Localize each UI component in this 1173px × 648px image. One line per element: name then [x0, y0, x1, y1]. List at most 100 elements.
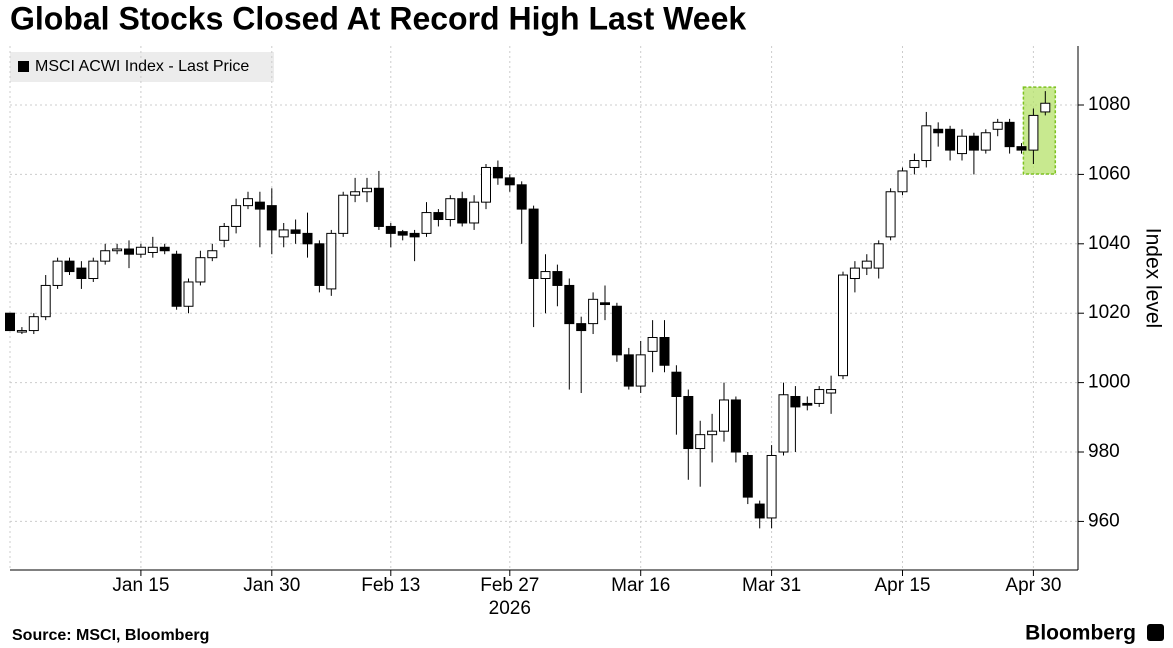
candle-body — [861, 260, 872, 269]
candle-body — [40, 284, 51, 318]
x-tick-label: Jan 30 — [243, 575, 300, 596]
candle-body — [124, 248, 134, 255]
candle-body — [790, 395, 801, 408]
candle-body — [254, 201, 265, 210]
highlight-box — [1022, 86, 1057, 175]
candle-body — [528, 208, 539, 280]
candle-body — [600, 302, 610, 306]
candle-body — [838, 274, 848, 377]
candle-body — [552, 271, 563, 286]
candle-body — [1028, 114, 1039, 151]
x-tick-label: Feb 13 — [361, 575, 420, 596]
candle-body — [504, 177, 515, 186]
source-note: Source: MSCI, Bloomberg — [12, 627, 209, 644]
candle-body — [826, 389, 837, 394]
candle-body — [849, 267, 860, 280]
candle-body — [100, 250, 111, 262]
candle-body — [909, 160, 920, 168]
candle-body — [611, 305, 622, 356]
candle-body — [921, 125, 932, 162]
y-tick-label: 960 — [1088, 510, 1120, 531]
candle-body — [243, 198, 253, 207]
candle-body — [76, 267, 87, 280]
candle-body — [695, 434, 706, 450]
candle-body — [564, 284, 575, 325]
candle-body — [195, 257, 206, 283]
candle-body — [16, 330, 27, 333]
candle-body — [147, 246, 158, 253]
candle-body — [980, 132, 991, 151]
candle-body — [623, 354, 634, 387]
candle-body — [88, 260, 99, 280]
candle-body — [326, 232, 337, 290]
x-tick-label: Apr 15 — [875, 575, 931, 596]
candle-body — [766, 454, 777, 519]
candle-body — [968, 135, 979, 151]
candle-body — [5, 312, 15, 332]
candle-body — [219, 225, 230, 241]
candle-body — [469, 201, 480, 224]
candle-body — [302, 232, 313, 245]
candle-body — [481, 166, 491, 203]
candle-body — [933, 128, 944, 134]
candle-body — [409, 232, 420, 238]
brand-icon — [1147, 624, 1164, 641]
candle-body — [397, 231, 408, 236]
candle-body — [945, 128, 956, 151]
candle-body — [278, 229, 289, 238]
candle-body — [338, 194, 349, 234]
candle-body — [742, 454, 753, 498]
candle-body — [683, 395, 694, 450]
y-tick-label: 1020 — [1088, 302, 1130, 323]
candle-body — [635, 354, 646, 387]
candle-body — [778, 394, 789, 453]
candle-body — [362, 187, 372, 193]
x-year-label: 2026 — [489, 598, 531, 619]
candle-body — [421, 212, 432, 234]
candle-body — [207, 250, 218, 259]
candle-body — [373, 187, 384, 227]
candle-body — [492, 166, 503, 179]
candle-body — [445, 198, 456, 221]
candle-body — [433, 212, 444, 221]
y-axis-label: Index level — [1141, 228, 1164, 328]
candle-body — [159, 246, 170, 252]
candle-body — [183, 281, 194, 307]
y-tick-label: 1080 — [1088, 94, 1130, 115]
y-tick-label: 1040 — [1088, 233, 1130, 254]
candle-body — [754, 503, 765, 519]
legend-swatch — [18, 61, 29, 72]
candle-body — [231, 205, 242, 227]
y-tick-label: 1060 — [1088, 163, 1130, 184]
x-tick-label: Jan 15 — [112, 575, 169, 596]
candle-body — [707, 430, 718, 436]
candle-body — [659, 336, 670, 366]
candle-body — [540, 271, 551, 280]
candle-body — [588, 298, 599, 325]
candle-body — [576, 323, 587, 332]
candle-body — [992, 121, 1003, 130]
candle-body — [1016, 146, 1027, 151]
candle-body — [290, 229, 301, 234]
legend-box — [10, 52, 274, 82]
candle-body — [885, 191, 896, 238]
candle-body — [314, 243, 325, 286]
candle-body — [516, 184, 527, 210]
candle-body — [28, 316, 39, 332]
candle-body — [814, 389, 825, 404]
candle-body — [52, 260, 63, 286]
candle-body — [64, 260, 75, 273]
candle-body — [135, 246, 146, 255]
candle-body — [671, 371, 682, 397]
candle-body — [730, 399, 741, 453]
candle-body — [873, 243, 884, 269]
y-tick-label: 1000 — [1088, 372, 1130, 393]
legend-label: MSCI ACWI Index - Last Price — [35, 58, 249, 75]
brand-logo: Bloomberg — [1025, 622, 1136, 645]
candle-body — [266, 205, 277, 231]
x-tick-label: Apr 30 — [1005, 575, 1061, 596]
candle-body — [385, 225, 396, 234]
candle-body — [457, 198, 468, 224]
